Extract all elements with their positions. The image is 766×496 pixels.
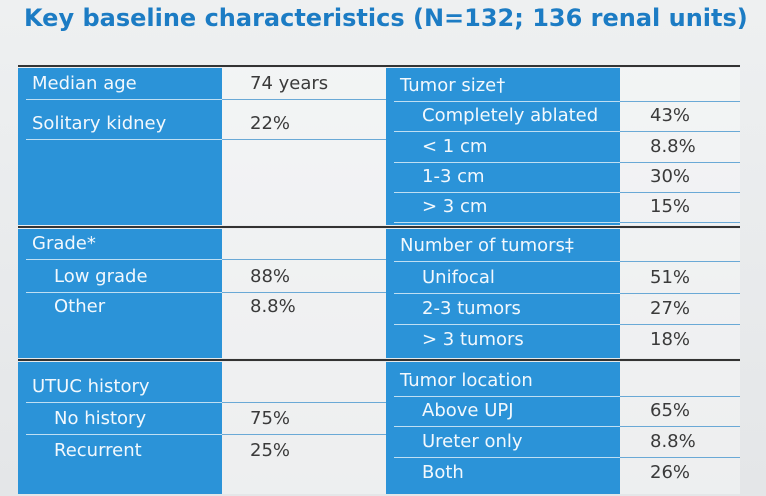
row-label: > 3 tumors	[422, 329, 524, 350]
row-separator	[222, 434, 388, 435]
row-separator	[620, 131, 740, 132]
row-separator	[26, 99, 222, 100]
row-separator	[222, 292, 388, 293]
row-value: 65%	[650, 400, 691, 421]
row-value: 51%	[650, 267, 691, 288]
row-separator	[222, 402, 388, 403]
section-header: Number of tumors‡	[400, 235, 574, 256]
section-divider	[18, 226, 388, 228]
value-column	[222, 362, 388, 494]
row-value: 27%	[650, 298, 691, 319]
value-column	[620, 68, 740, 225]
row-value: 8.8%	[650, 431, 696, 452]
row-value: 8.8%	[250, 296, 296, 317]
row-separator	[394, 162, 620, 163]
section-header: Grade*	[32, 233, 96, 254]
row-label: Ureter only	[422, 431, 523, 452]
section-header: UTUC history	[32, 376, 150, 397]
row-value: 15%	[650, 196, 691, 217]
row-separator	[26, 259, 222, 260]
row-separator	[394, 293, 620, 294]
row-separator	[620, 101, 740, 102]
row-label: Completely ablated	[422, 105, 599, 126]
row-separator	[620, 457, 740, 458]
row-separator	[620, 162, 740, 163]
row-separator	[26, 292, 222, 293]
row-value: 26%	[650, 462, 691, 483]
value-column	[222, 229, 388, 358]
label-column	[18, 68, 222, 225]
row-separator	[394, 426, 620, 427]
row-separator	[620, 396, 740, 397]
row-value: 25%	[250, 440, 291, 461]
row-value: 30%	[650, 166, 691, 187]
section-header: Tumor location	[400, 370, 533, 391]
row-separator	[222, 259, 388, 260]
row-label: Recurrent	[54, 440, 142, 461]
row-value: 22%	[250, 113, 291, 134]
row-label: Other	[54, 296, 106, 317]
value-column	[222, 68, 388, 225]
row-value: 43%	[650, 105, 691, 126]
row-value: 18%	[650, 329, 691, 350]
row-separator	[394, 222, 620, 223]
row-separator	[26, 139, 222, 140]
row-separator	[620, 426, 740, 427]
row-label: > 3 cm	[422, 196, 488, 217]
row-separator	[26, 402, 222, 403]
section-divider	[386, 359, 740, 361]
row-separator	[26, 434, 222, 435]
row-separator	[222, 139, 388, 140]
row-separator	[394, 396, 620, 397]
section-divider	[18, 65, 388, 67]
row-separator	[620, 192, 740, 193]
section-divider	[386, 65, 740, 67]
row-separator	[620, 324, 740, 325]
row-separator	[620, 222, 740, 223]
section-header: Tumor size†	[400, 75, 506, 96]
row-label: 2-3 tumors	[422, 298, 521, 319]
row-separator	[620, 261, 740, 262]
row-label: Unifocal	[422, 267, 495, 288]
row-separator	[394, 457, 620, 458]
value-column	[620, 362, 740, 494]
label-column	[386, 68, 620, 225]
row-separator	[620, 293, 740, 294]
row-separator	[394, 101, 620, 102]
row-separator	[394, 324, 620, 325]
row-label: 1-3 cm	[422, 166, 485, 187]
section-divider	[386, 226, 740, 228]
row-value: 8.8%	[650, 136, 696, 157]
row-value: 88%	[250, 266, 291, 287]
row-separator	[394, 192, 620, 193]
row-label: Both	[422, 462, 464, 483]
row-label: Above UPJ	[422, 400, 514, 421]
label-column	[386, 362, 620, 494]
section-divider	[18, 359, 388, 361]
row-separator	[394, 131, 620, 132]
row-label: Low grade	[54, 266, 148, 287]
row-separator	[222, 99, 388, 100]
row-label: < 1 cm	[422, 136, 488, 157]
label-column	[18, 362, 222, 494]
row-label: Median age	[32, 73, 137, 94]
row-label: Solitary kidney	[32, 113, 167, 134]
row-separator	[394, 261, 620, 262]
row-value: 74 years	[250, 73, 329, 94]
row-value: 75%	[250, 408, 291, 429]
row-label: No history	[54, 408, 147, 429]
slide-title: Key baseline characteristics (N=132; 136…	[24, 4, 748, 32]
label-column	[18, 229, 222, 358]
